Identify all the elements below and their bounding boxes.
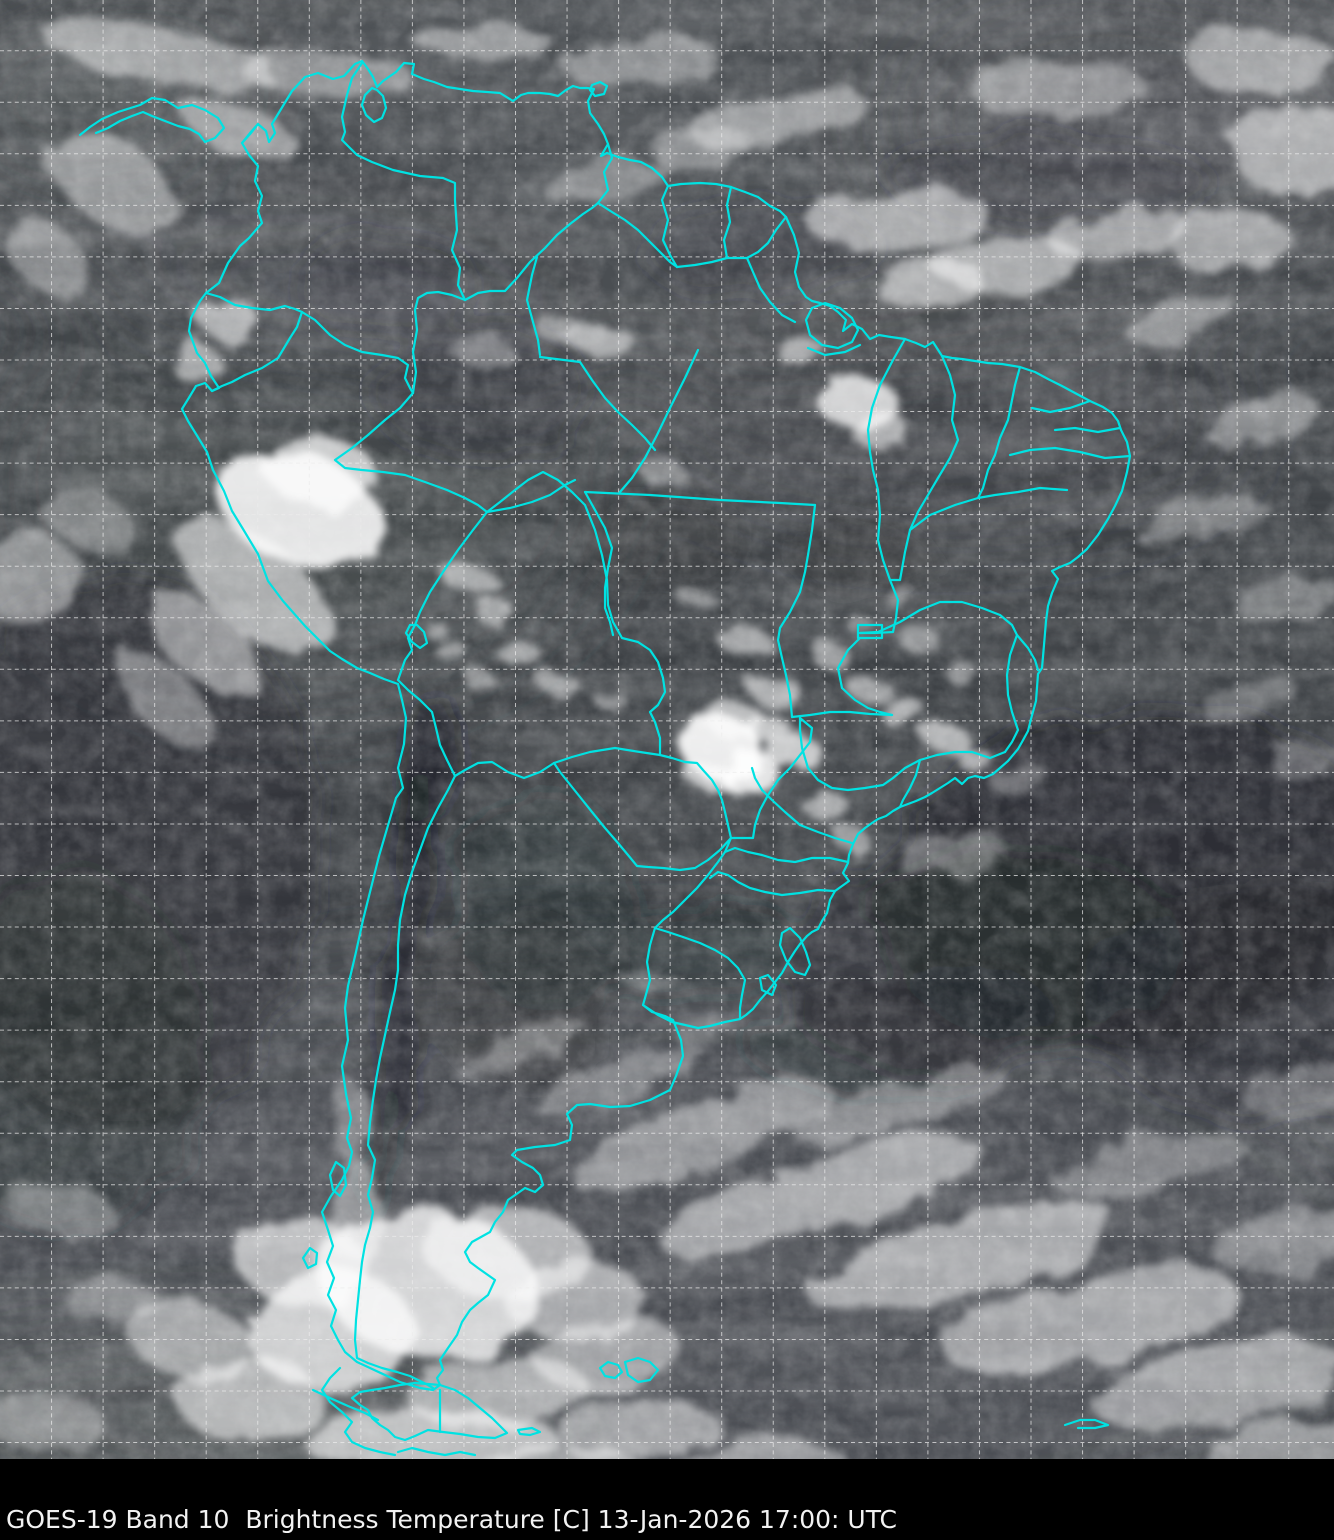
border-brazil-argentina — [653, 836, 733, 930]
border-brazil-north — [675, 256, 729, 269]
state-distrito-federal — [856, 623, 884, 640]
lagoa-mirim — [758, 973, 778, 997]
state-rondonia-matogrosso — [583, 490, 615, 637]
caption-text: GOES-19 Band 10 Brightness Temperature [… — [6, 1505, 897, 1534]
border-suriname-frenchguiana — [722, 185, 733, 260]
island-south-georgia — [1063, 1418, 1110, 1430]
island-trinidad — [588, 80, 609, 98]
caption-bar: GOES-19 Band 10 Brightness Temperature [… — [0, 1459, 1334, 1540]
state-paraiba — [1053, 426, 1122, 434]
state-santacatarina-riograndedosul — [708, 870, 837, 897]
island-marajo — [804, 301, 860, 350]
grain-texture — [0, 0, 1334, 1459]
latlon-grid-layer — [0, 0, 1334, 1459]
state-ceara-riograndedonorte — [1030, 399, 1092, 414]
state-matogrossodosul-saopaulo — [729, 716, 814, 840]
state-acre-amazonas — [485, 478, 577, 514]
state-amapa-para — [745, 256, 797, 324]
patagonia-fjord-channel — [320, 1366, 397, 1457]
border-bolivia-paraguay — [552, 746, 662, 765]
state-roraima-para — [578, 360, 657, 452]
lake-maracaibo — [360, 86, 388, 124]
border-panama-colombia — [240, 122, 260, 145]
lagoa-dos-patos — [778, 926, 812, 977]
state-rio-saopaulo — [898, 758, 922, 809]
border-frenchguiana-brazil — [725, 215, 788, 260]
border-paraguay-argentina — [552, 761, 733, 872]
border-guyana-venezuela — [596, 142, 614, 205]
state-pernambuco — [1008, 446, 1132, 460]
state-maranhao-piaui — [888, 354, 960, 582]
state-parana-santacatarina — [723, 846, 850, 864]
border-guyana-suriname — [660, 184, 679, 269]
border-peru-bolivia — [396, 510, 489, 682]
state-saopaulo-parana — [750, 766, 854, 845]
tierra-del-fuego — [350, 1381, 509, 1442]
border-ecuador-peru — [210, 310, 304, 393]
border-argentina-uruguay — [641, 926, 657, 1007]
border-bolivia-chile — [396, 678, 457, 778]
amazon-south-channel — [806, 343, 862, 357]
border-colombia-ecuador — [204, 291, 304, 314]
border-colombia-peru — [300, 310, 415, 395]
border-colombia-venezuela — [340, 61, 467, 302]
political-borders-layer — [78, 59, 1132, 1457]
coastline-south-america — [180, 59, 1132, 1392]
islands-falkland-west — [598, 1360, 624, 1380]
state-minas-rio-saopaulo — [798, 716, 1007, 792]
state-minas-bahia — [858, 600, 1040, 672]
state-para-matogrosso — [583, 490, 817, 507]
lake-titicaca — [404, 623, 429, 650]
state-para-maranhao — [866, 337, 907, 582]
fjord-island-south — [301, 1246, 319, 1270]
state-matogrosso-tocantins — [776, 503, 817, 719]
state-roraima-south — [538, 355, 582, 364]
state-minas-espiritosanto — [1003, 633, 1020, 754]
state-pernambuco-bahia — [908, 486, 1069, 532]
patagonia-fjord-islands — [396, 1446, 477, 1457]
islands-falkland-east — [623, 1356, 660, 1384]
border-chile-argentina — [353, 774, 457, 1390]
state-goias-minas — [836, 636, 894, 717]
state-goias-matogrossodosul — [790, 710, 894, 719]
island-chiloe — [328, 1160, 348, 1198]
panama-isthmus — [78, 96, 226, 144]
island-isla-de-los-estados — [516, 1426, 542, 1437]
border-venezuela-brazil — [463, 201, 600, 302]
border-peru-brazil — [333, 391, 489, 514]
border-colombia-brazil — [411, 290, 467, 395]
border-paraguay-brazil — [658, 753, 733, 840]
state-amazonas-para — [618, 348, 700, 494]
border-brazil-uruguay — [653, 926, 747, 1021]
border-bolivia-argentina — [453, 760, 556, 780]
border-bolivia-brazil — [485, 470, 667, 757]
satellite-map — [0, 0, 1334, 1459]
border-brazil-guyana — [596, 201, 679, 269]
state-roraima-west — [525, 255, 542, 357]
state-piaui-ceara — [976, 365, 1022, 500]
